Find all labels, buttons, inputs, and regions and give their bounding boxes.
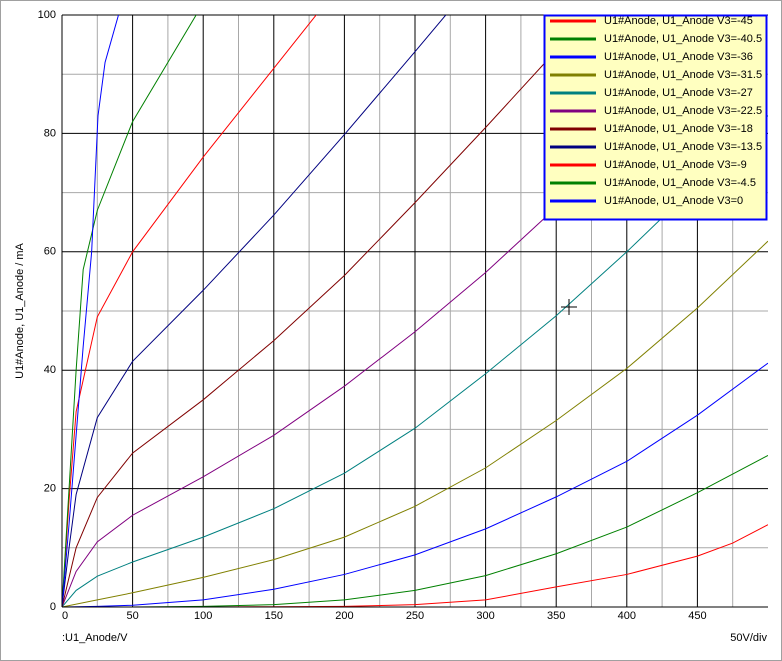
x-tick-label: 300 xyxy=(476,610,494,622)
series-line xyxy=(62,15,590,607)
y-tick-label: 40 xyxy=(44,364,56,376)
legend-label: U1#Anode, U1_Anode V3=-18 xyxy=(604,123,753,135)
x-tick-label: 450 xyxy=(688,610,706,622)
series-line xyxy=(62,240,768,607)
legend-label: U1#Anode, U1_Anode V3=-13.5 xyxy=(604,141,762,153)
legend-label: U1#Anode, U1_Anode V3=0 xyxy=(604,195,743,207)
series-line xyxy=(62,15,197,607)
y-tick-label: 20 xyxy=(44,483,56,495)
legend-label: U1#Anode, U1_Anode V3=-4.5 xyxy=(604,177,756,189)
y-axis-label: U1#Anode, U1_Anode / mA xyxy=(14,242,26,378)
x-tick-label: 200 xyxy=(335,610,353,622)
x-scale-label: 50V/div xyxy=(730,632,767,644)
y-tick-label: 80 xyxy=(44,127,56,139)
legend-label: U1#Anode, U1_Anode V3=-40.5 xyxy=(604,33,762,45)
x-tick-label: 400 xyxy=(618,610,636,622)
series-line xyxy=(62,15,120,607)
cursor xyxy=(561,299,577,315)
legend-label: U1#Anode, U1_Anode V3=-31.5 xyxy=(604,69,762,81)
x-axis-label: :U1_Anode/V xyxy=(62,632,128,644)
x-tick-label: 50 xyxy=(126,610,138,622)
y-tick-label: 60 xyxy=(44,246,56,258)
legend-label: U1#Anode, U1_Anode V3=-45 xyxy=(604,15,753,27)
x-tick-label: 350 xyxy=(547,610,565,622)
legend-label: U1#Anode, U1_Anode V3=-27 xyxy=(604,87,753,99)
legend-box xyxy=(543,14,768,221)
legend-label: U1#Anode, U1_Anode V3=-36 xyxy=(604,51,753,63)
x-tick-label: 250 xyxy=(406,610,424,622)
y-tick-label: 0 xyxy=(50,601,56,613)
series-line xyxy=(62,115,768,607)
legend: U1#Anode, U1_Anode V3=-45 U1#Anode, U1_An… xyxy=(543,14,768,221)
x-tick-label: 150 xyxy=(265,610,283,622)
x-tick-label: 0 xyxy=(62,610,68,622)
y-tick-label: 100 xyxy=(38,9,56,21)
legend-label: U1#Anode, U1_Anode V3=-9 xyxy=(604,159,747,171)
series-line xyxy=(62,362,768,607)
x-tick-label: 100 xyxy=(194,610,212,622)
series-line xyxy=(62,15,317,607)
series-line xyxy=(62,15,447,607)
legend-label: U1#Anode, U1_Anode V3=-22.5 xyxy=(604,105,762,117)
